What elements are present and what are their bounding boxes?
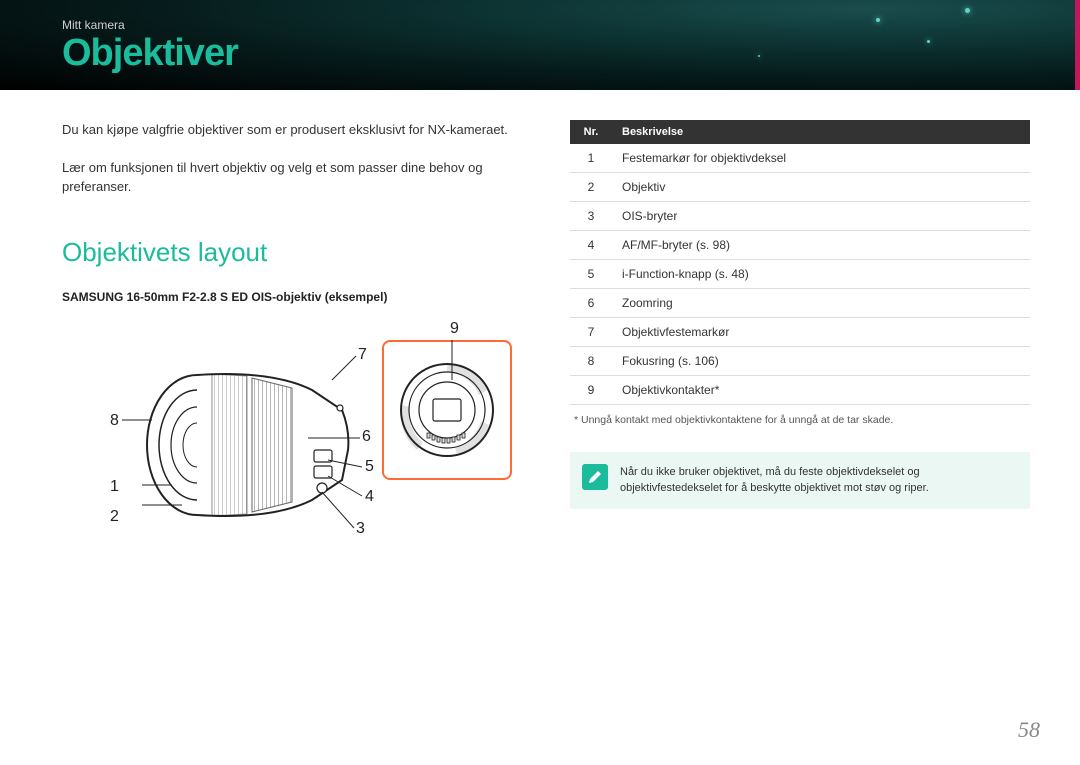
- intro-paragraph-2: Lær om funksjonen til hvert objektiv og …: [62, 158, 522, 197]
- callout-6: 6: [362, 428, 371, 446]
- left-column: Du kan kjøpe valgfrie objektiver som er …: [62, 120, 522, 580]
- table-row: 3OIS-bryter: [570, 202, 1030, 231]
- sparkle-decoration: [758, 55, 760, 57]
- page-title: Objektiver: [62, 32, 238, 75]
- parts-table: Nr. Beskrivelse 1Festemarkør for objekti…: [570, 120, 1030, 405]
- intro-paragraph-1: Du kan kjøpe valgfrie objektiver som er …: [62, 120, 522, 140]
- lens-diagram: 8 1 2 7 6 5 4 3 9: [62, 320, 502, 580]
- sparkle-decoration: [927, 40, 930, 43]
- lens-mount-illustration: [397, 355, 497, 465]
- footnote: * Unngå kontakt med objektivkontaktene f…: [570, 413, 1030, 428]
- callout-4: 4: [365, 488, 374, 506]
- sparkle-decoration: [965, 8, 970, 13]
- page-number: 58: [1018, 717, 1040, 743]
- pencil-icon: [582, 464, 608, 490]
- lens-rear-panel: [382, 340, 512, 480]
- breadcrumb: Mitt kamera: [62, 18, 125, 32]
- table-row: 2Objektiv: [570, 173, 1030, 202]
- callout-3: 3: [356, 520, 365, 538]
- table-row: 6Zoomring: [570, 289, 1030, 318]
- lens-body-illustration: [142, 360, 352, 530]
- table-row: 7Objektivfestemarkør: [570, 318, 1030, 347]
- callout-9: 9: [450, 320, 459, 338]
- accent-bar: [1075, 0, 1080, 90]
- table-row: 4AF/MF-bryter (s. 98): [570, 231, 1030, 260]
- callout-1: 1: [110, 478, 119, 496]
- table-header-nr: Nr.: [570, 120, 612, 144]
- sparkle-decoration: [876, 18, 880, 22]
- table-row: 9Objektivkontakter*: [570, 376, 1030, 405]
- callout-5: 5: [365, 458, 374, 476]
- lens-caption: SAMSUNG 16-50mm F2-2.8 S ED OIS-objektiv…: [62, 290, 522, 304]
- right-column: Nr. Beskrivelse 1Festemarkør for objekti…: [570, 120, 1030, 509]
- note-text: Når du ikke bruker objektivet, må du fes…: [620, 466, 929, 495]
- table-header-desc: Beskrivelse: [612, 120, 1030, 144]
- callout-7: 7: [358, 346, 367, 364]
- note-box: Når du ikke bruker objektivet, må du fes…: [570, 452, 1030, 509]
- callout-8: 8: [110, 412, 119, 430]
- table-row: 1Festemarkør for objektivdeksel: [570, 144, 1030, 173]
- table-row: 8Fokusring (s. 106): [570, 347, 1030, 376]
- callout-2: 2: [110, 508, 119, 526]
- table-row: 5i-Function-knapp (s. 48): [570, 260, 1030, 289]
- section-heading: Objektivets layout: [62, 237, 522, 268]
